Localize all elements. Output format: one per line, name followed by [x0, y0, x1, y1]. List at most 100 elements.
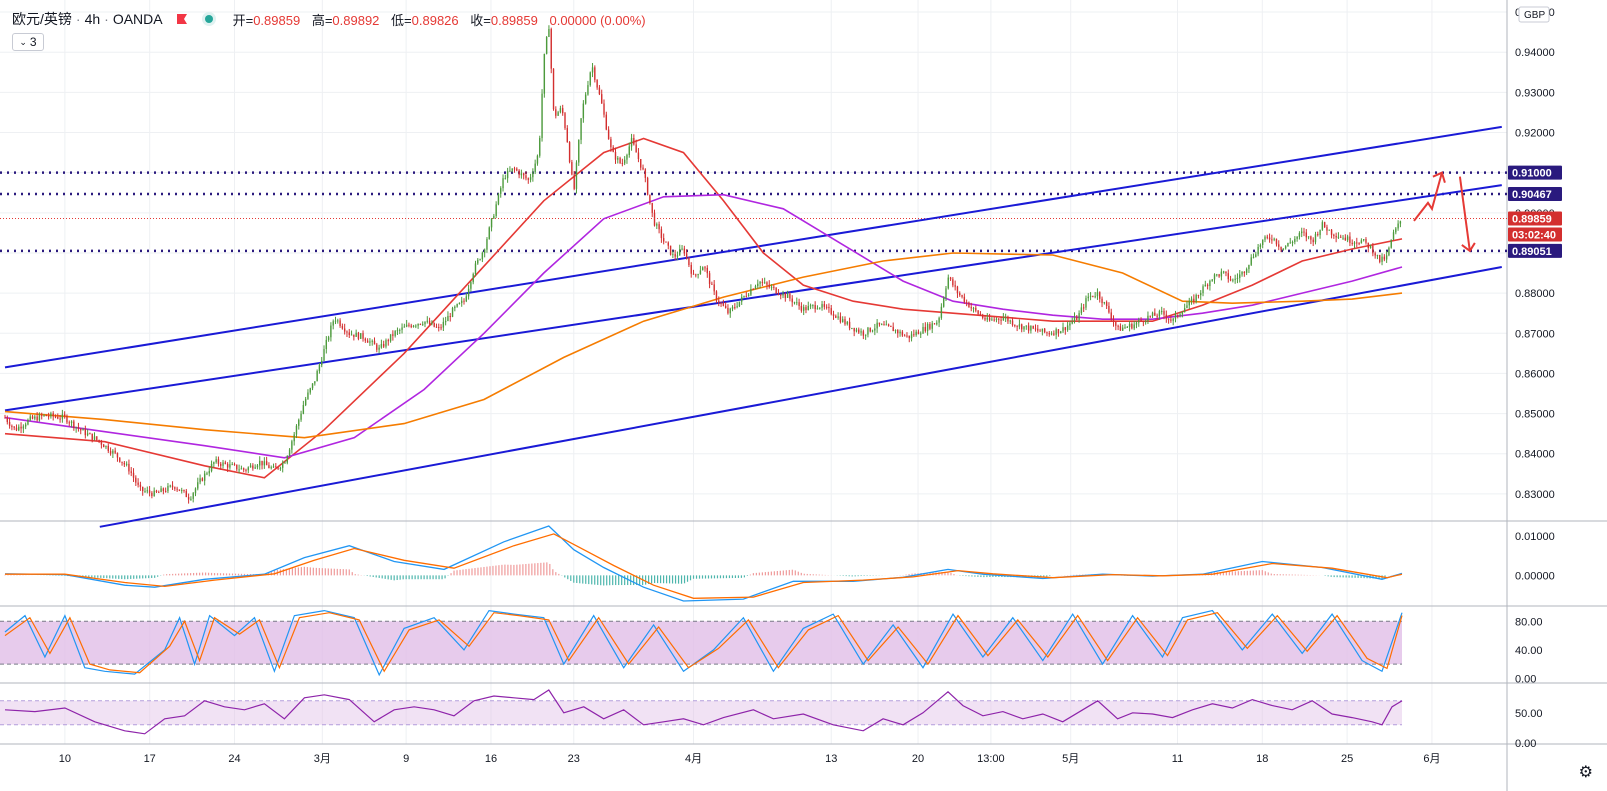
- candle-body: [304, 398, 307, 406]
- candle-body: [796, 302, 798, 304]
- candle-body: [1381, 256, 1383, 262]
- candle-body: [215, 459, 217, 463]
- macd-signal-line: [5, 533, 1403, 599]
- candle-body: [929, 324, 931, 329]
- flag-icon[interactable]: [176, 14, 187, 24]
- candle-body: [339, 320, 341, 327]
- annotation-arrow-down: [1458, 176, 1471, 252]
- candle-body: [651, 202, 653, 213]
- candle-body: [321, 360, 323, 366]
- candle-body: [766, 282, 768, 285]
- candle-body: [527, 178, 529, 180]
- candle-body: [66, 415, 68, 423]
- candle-body: [263, 461, 266, 466]
- candle-body: [378, 347, 380, 350]
- stoch-tick-label: 0.00: [1515, 673, 1536, 685]
- x-tick-label: 24: [228, 753, 240, 765]
- macd-line: [4, 525, 1403, 602]
- candle-body: [555, 109, 557, 116]
- candle-body: [1071, 321, 1073, 324]
- candle-body: [621, 162, 624, 164]
- candle-body: [323, 349, 325, 361]
- x-tick-label: 3月: [314, 753, 331, 765]
- candle-body: [963, 296, 966, 303]
- moving-average-ma_fast: [4, 137, 1403, 479]
- candle-body: [380, 343, 383, 348]
- candle-body: [1399, 221, 1402, 224]
- candle-body: [82, 429, 84, 431]
- candle-body: [1151, 312, 1154, 317]
- candle-body: [107, 445, 109, 452]
- candle-body: [1124, 327, 1126, 329]
- candle-body: [130, 471, 132, 473]
- candle-body: [22, 426, 25, 429]
- candle-body: [144, 490, 146, 492]
- candle-body: [1064, 327, 1067, 331]
- candle-body: [410, 325, 412, 327]
- chevron-down-icon: ⌄: [19, 36, 27, 47]
- candle-body: [311, 383, 314, 389]
- candle-body: [761, 281, 764, 283]
- candle-body: [644, 169, 647, 178]
- candle-body: [614, 151, 617, 160]
- candle-body: [502, 178, 504, 189]
- candle-body: [828, 306, 830, 309]
- rsi-tick-label: 0.00: [1515, 738, 1536, 750]
- price-tick-label: 0.85000: [1515, 409, 1555, 421]
- candle-body: [1037, 328, 1039, 331]
- candle-body: [24, 424, 27, 427]
- candle-body: [731, 307, 734, 309]
- candle-body: [91, 433, 93, 440]
- symbol-name[interactable]: 欧元/英镑: [12, 11, 72, 27]
- candle-body: [1222, 271, 1225, 273]
- candle-body: [93, 436, 96, 440]
- candle-body: [770, 286, 773, 288]
- candle-body: [89, 433, 91, 435]
- indicator-collapse-button[interactable]: ⌄ 3: [12, 33, 44, 51]
- candle-body: [566, 128, 568, 143]
- candle-body: [986, 317, 988, 320]
- interval-label[interactable]: 4h: [84, 11, 101, 27]
- candle-body: [1245, 269, 1248, 273]
- price-label-text: 03:02:40: [1512, 229, 1556, 241]
- candle-body: [405, 324, 408, 327]
- x-tick-label: 6月: [1423, 753, 1440, 765]
- candle-body: [34, 416, 36, 419]
- candle-body: [1190, 298, 1193, 301]
- candle-body: [1039, 330, 1041, 332]
- ohlc-values: 开=0.89859 高=0.89892 低=0.89826 收=0.89859 …: [233, 10, 654, 29]
- candle-body: [1165, 314, 1168, 319]
- candle-body: [697, 274, 699, 276]
- candle-body: [357, 332, 360, 339]
- candle-body: [376, 344, 378, 350]
- x-tick-label: 4月: [685, 753, 702, 765]
- candle-body: [842, 319, 844, 323]
- candle-body: [917, 331, 920, 335]
- arrowhead-up: [1432, 171, 1446, 183]
- gear-icon[interactable]: ⚙: [1578, 764, 1593, 781]
- candle-body: [846, 321, 848, 325]
- candle-body: [399, 329, 401, 331]
- candle-body: [1135, 322, 1138, 325]
- candle-body: [208, 471, 210, 474]
- candle-body: [720, 302, 722, 304]
- candle-body: [635, 144, 637, 153]
- candle-body: [77, 427, 80, 429]
- price-tick-label: 0.83000: [1515, 489, 1555, 501]
- candle-body: [1082, 307, 1085, 309]
- candle-body: [1027, 325, 1030, 331]
- candle-body: [713, 284, 715, 292]
- candle-body: [54, 416, 57, 418]
- candle-body: [325, 339, 328, 350]
- candle-body: [1050, 333, 1053, 335]
- price-tick-label: 0.92000: [1515, 128, 1555, 140]
- candle-body: [1117, 325, 1119, 327]
- chart-header: 欧元/英镑 · 4h · OANDA 开=0.89859 高=0.89892 低…: [12, 9, 654, 29]
- candle-body: [307, 392, 309, 399]
- candle-body: [15, 427, 18, 431]
- candle-body: [433, 322, 435, 327]
- candle-body: [1392, 232, 1395, 240]
- candle-body: [231, 464, 233, 466]
- candle-body: [350, 334, 353, 336]
